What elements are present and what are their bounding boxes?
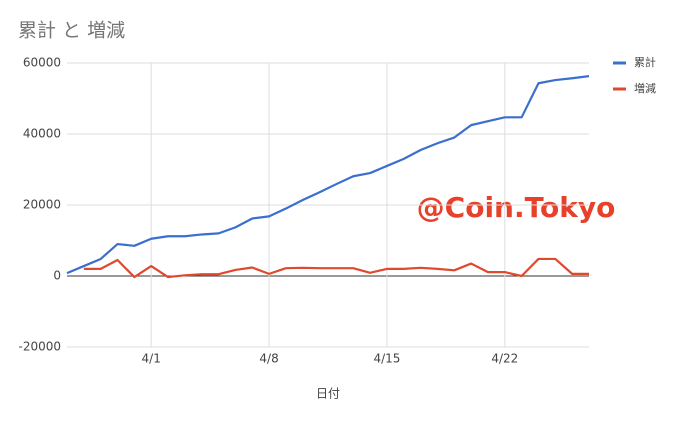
chart-title: 累計 と 増減 [18,20,125,42]
x-tick-label: 4/8 [259,352,278,366]
x-tick-label: 4/15 [373,352,400,366]
watermark: @Coin.Tokyo [417,191,616,224]
x-tick-label: 4/22 [491,352,518,366]
y-tick-label: 0 [53,269,61,283]
x-axis-label: 日付 [316,387,340,401]
series-line [83,257,589,279]
series-line [66,75,590,275]
legend-label: 増減 [634,81,656,95]
legend-label: 累計 [634,55,656,69]
y-tick-label: 60000 [23,56,61,70]
y-tick-label: 40000 [23,127,61,141]
y-tick-label: 20000 [23,198,61,212]
y-tick-label: -20000 [18,340,61,354]
x-tick-label: 4/1 [142,352,161,366]
